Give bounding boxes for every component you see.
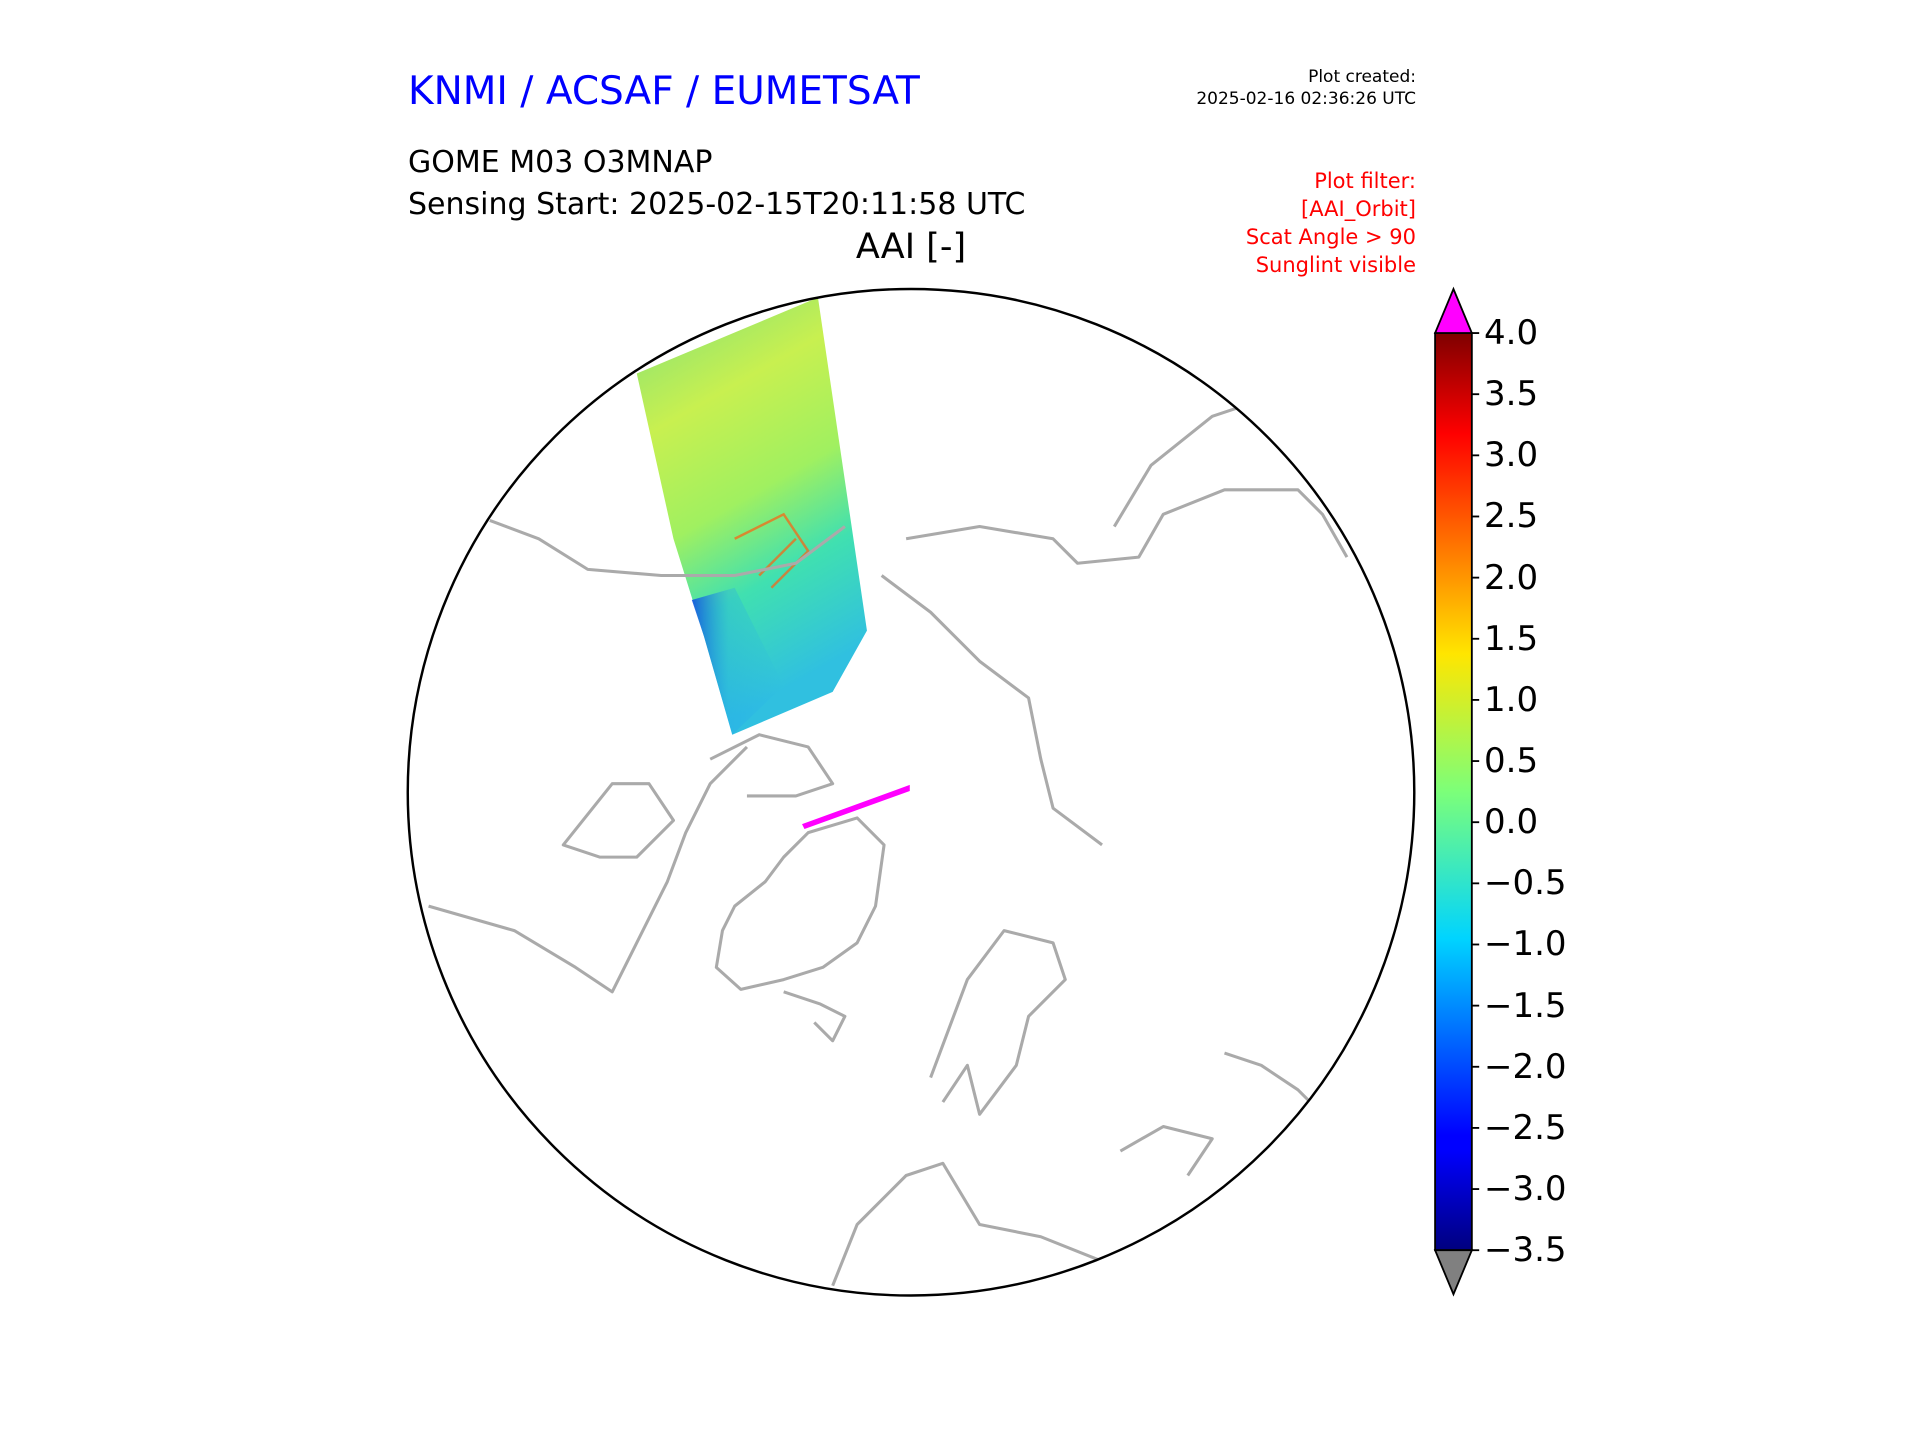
filter-line: Plot filter: xyxy=(1314,169,1416,193)
colorbar-gradient xyxy=(1434,332,1473,1252)
over-range-strip xyxy=(802,784,910,829)
colorbar-tick-label: 1.5 xyxy=(1484,618,1539,659)
map-boundary xyxy=(406,287,1416,1297)
colorbar-tick-label: 3.0 xyxy=(1484,435,1539,476)
colorbar-tick-label: 2.5 xyxy=(1484,496,1539,537)
colorbar-tick-label: 2.0 xyxy=(1484,557,1539,598)
plot-filter: Plot filter: [AAI_Orbit] Scat Angle > 90… xyxy=(1246,168,1416,280)
filter-line: Scat Angle > 90 xyxy=(1245,224,1416,249)
sensing-start: Sensing Start: 2025-02-15T20:11:58 UTC xyxy=(408,187,1026,222)
colorbar-tick-label: 3.5 xyxy=(1484,374,1539,415)
colorbar-tick-label: 0.5 xyxy=(1484,741,1539,782)
colorbar-tick-label: −3.0 xyxy=(1484,1169,1567,1210)
colorbar-tick-label: −0.5 xyxy=(1484,863,1567,904)
colorbar-tick-label: 1.0 xyxy=(1484,679,1539,720)
colorbar-tick-label: 0.0 xyxy=(1484,802,1539,843)
colorbar xyxy=(1433,286,1480,1297)
data-swath-low xyxy=(691,587,784,735)
coastlines xyxy=(428,402,1349,1287)
chart-title: AAI [-] xyxy=(855,227,967,267)
product-name: GOME M03 O3MNAP xyxy=(408,145,713,180)
colorbar-over-triangle xyxy=(1433,286,1474,334)
colorbar-tick-label: −2.5 xyxy=(1484,1107,1567,1148)
colorbar-tick-label: −1.5 xyxy=(1484,985,1567,1026)
colorbar-tick-label: 4.0 xyxy=(1484,313,1539,354)
plot-created: Plot created: 2025-02-16 02:36:26 UTC xyxy=(1196,66,1416,110)
filter-line: Sunglint visible xyxy=(1255,252,1416,277)
plot-created-value: 2025-02-16 02:36:26 UTC xyxy=(1196,89,1416,110)
colorbar-tick-label: −1.0 xyxy=(1484,924,1567,965)
colorbar-tick-label: −2.0 xyxy=(1484,1046,1567,1087)
colorbar-tick-label: −3.5 xyxy=(1484,1230,1567,1271)
colorbar-under-triangle xyxy=(1433,1249,1474,1297)
organization-title: KNMI / ACSAF / EUMETSAT xyxy=(408,69,920,114)
data-swath xyxy=(636,297,867,735)
filter-line: [AAI_Orbit] xyxy=(1301,196,1416,221)
plot-created-label: Plot created: xyxy=(1308,67,1416,87)
